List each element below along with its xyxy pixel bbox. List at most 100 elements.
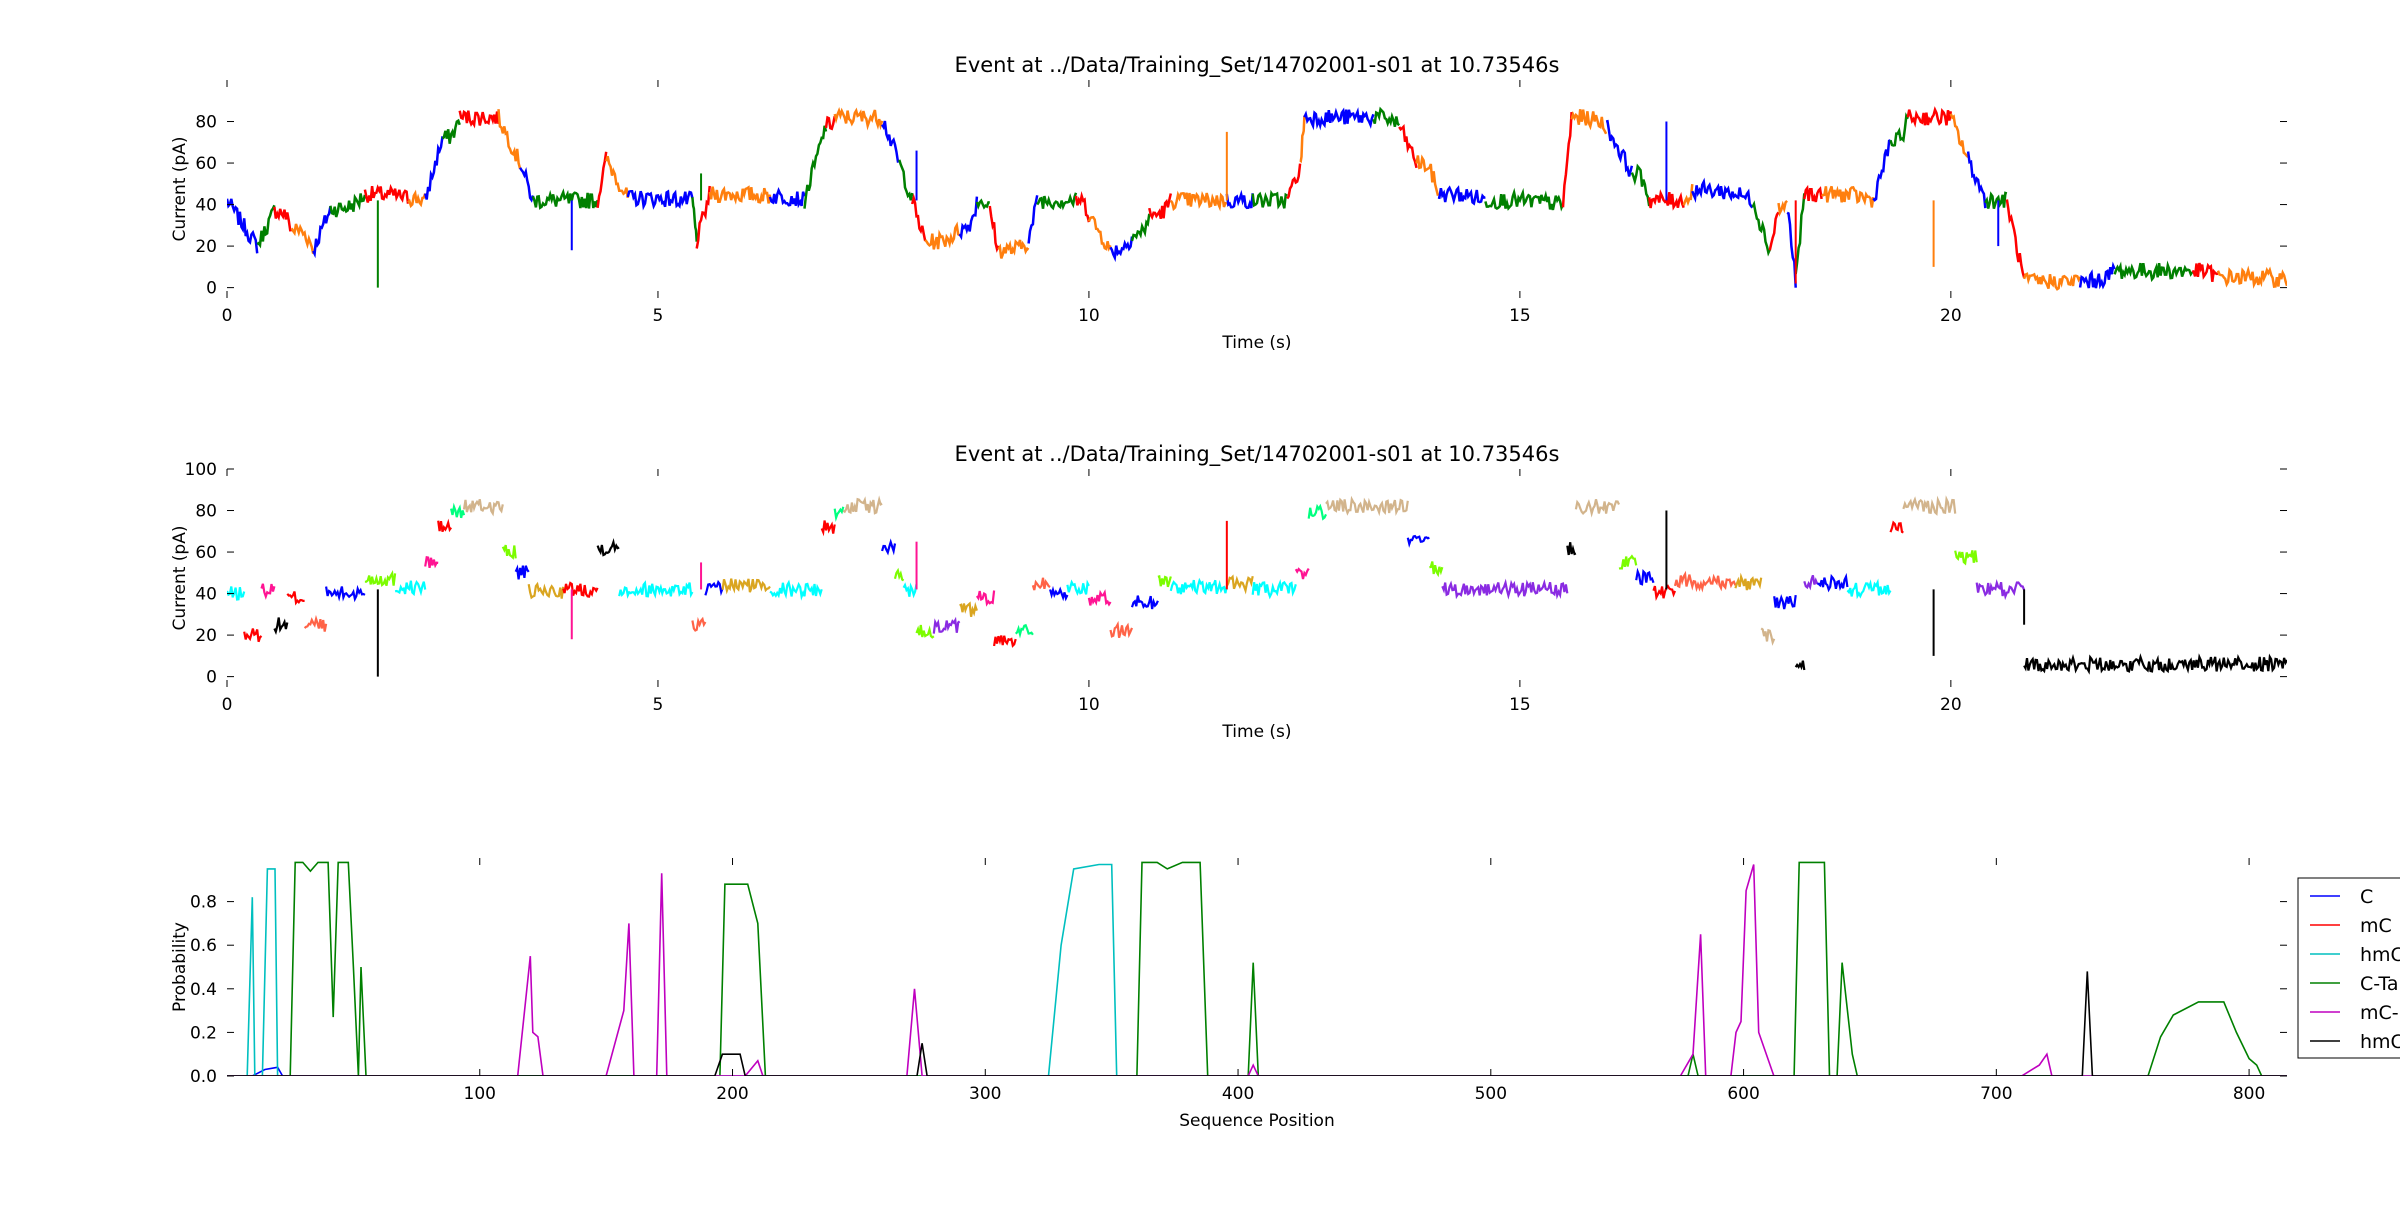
state-segment bbox=[286, 591, 305, 606]
current-trace-segment bbox=[256, 204, 276, 249]
state-segment bbox=[1635, 567, 1655, 586]
probability-plot: 100 200 300 400 500 600 700 800 0.0 0.2 0.4 0.6 0.8 S… bbox=[170, 858, 2287, 1131]
current-trace-segment bbox=[423, 136, 444, 200]
x-tick-label: 10 bbox=[1078, 306, 1100, 326]
plot-area bbox=[227, 469, 2287, 687]
state-segment bbox=[1794, 660, 1806, 671]
current-trace-segment bbox=[898, 159, 914, 201]
current-trace-segment bbox=[1570, 109, 1608, 135]
y-tick-label: 80 bbox=[195, 502, 217, 522]
state-segment bbox=[1307, 503, 1327, 521]
state-segment bbox=[462, 498, 504, 517]
y-tick-label: 100 bbox=[185, 460, 217, 480]
state-segment bbox=[1406, 534, 1430, 548]
state-segment bbox=[1109, 620, 1134, 639]
y-axis-label: Probability bbox=[170, 922, 190, 1012]
state-segment bbox=[1846, 578, 1892, 600]
y-tick-label: 40 bbox=[195, 196, 217, 216]
state-segment bbox=[2023, 653, 2287, 675]
legend-entry: mC bbox=[2360, 915, 2392, 937]
state-segment bbox=[769, 579, 823, 601]
current-trace-segment bbox=[881, 120, 900, 163]
current-trace-segment bbox=[1966, 151, 1987, 209]
y-axis-label: Current (pA) bbox=[170, 137, 190, 242]
current-trace-segment bbox=[2005, 199, 2026, 278]
state-segment bbox=[1975, 579, 2026, 601]
current-trace-segment bbox=[1303, 107, 1375, 131]
current-trace-segment bbox=[1437, 185, 1486, 206]
y-tick-label: 0.8 bbox=[190, 893, 217, 913]
state-segment bbox=[618, 580, 694, 599]
current-trace-segment bbox=[519, 166, 535, 203]
current-trace-segment bbox=[1398, 124, 1418, 169]
state-segment bbox=[1294, 567, 1310, 580]
current-trace-segment bbox=[1484, 187, 1565, 212]
current-trace-segment bbox=[1087, 215, 1112, 252]
current-trace-segment bbox=[1803, 184, 1823, 203]
current-trace-segment bbox=[1372, 106, 1401, 128]
state-segment bbox=[893, 567, 905, 582]
current-trace-segment bbox=[1074, 190, 1091, 223]
y-tick-label: 0.6 bbox=[190, 936, 217, 956]
current-trace-segment bbox=[1777, 200, 1788, 217]
state-segment bbox=[1441, 578, 1569, 600]
state-segment bbox=[902, 582, 918, 599]
state-segment bbox=[1618, 554, 1638, 570]
state-segment bbox=[881, 538, 897, 556]
state-segment bbox=[1014, 623, 1034, 639]
current-trace-segment bbox=[1286, 163, 1302, 200]
state-segment bbox=[833, 506, 845, 522]
state-segment bbox=[993, 635, 1017, 648]
series-line-0 bbox=[227, 1066, 2287, 1076]
state-segment bbox=[842, 495, 883, 515]
state-segment bbox=[820, 520, 836, 537]
legend-entry: hmC bbox=[2360, 1031, 2400, 1053]
current-trace-segment bbox=[1682, 183, 1694, 207]
current-trace-segment bbox=[910, 193, 927, 242]
state-segment bbox=[1169, 577, 1228, 596]
series-line-5 bbox=[227, 971, 2287, 1076]
state-segment bbox=[1566, 542, 1577, 556]
current-trace-segment bbox=[1109, 236, 1134, 263]
state-segment bbox=[915, 624, 935, 639]
current-trace-segment bbox=[290, 223, 315, 254]
current-trace-segment bbox=[1889, 112, 1909, 147]
state-segment bbox=[325, 584, 366, 603]
y-tick-label: 0 bbox=[206, 668, 217, 688]
state-segment bbox=[704, 579, 724, 597]
current-trace-segment bbox=[1299, 115, 1306, 164]
y-tick-label: 0.2 bbox=[190, 1023, 217, 1043]
x-tick-label: 200 bbox=[716, 1084, 748, 1104]
state-segment bbox=[1734, 572, 1763, 591]
x-axis-label: Time (s) bbox=[1221, 722, 1291, 742]
state-segment bbox=[364, 569, 397, 587]
current-trace-segment bbox=[273, 206, 292, 232]
state-segment bbox=[1652, 584, 1677, 601]
current-trace-segment bbox=[1984, 191, 2008, 209]
current-trace-segment bbox=[1821, 185, 1875, 208]
state-segment bbox=[975, 590, 996, 607]
state-segment bbox=[1803, 574, 1819, 591]
current-trace-segment bbox=[1605, 119, 1634, 177]
y-tick-label: 20 bbox=[195, 237, 217, 257]
current-trace-segment bbox=[1751, 200, 1771, 257]
state-segment bbox=[1429, 561, 1444, 578]
current-trace-segment bbox=[824, 115, 836, 131]
current-trace-segment bbox=[708, 185, 772, 205]
state-segment bbox=[1225, 574, 1254, 595]
legend-entry: C bbox=[2360, 886, 2373, 908]
current-trace-segment bbox=[1768, 211, 1780, 251]
current-trace-segment bbox=[1415, 154, 1440, 197]
current-trace-segment bbox=[596, 151, 608, 209]
x-tick-label: 0 bbox=[222, 695, 233, 715]
legend-entry: mC- bbox=[2360, 1002, 2399, 1024]
state-segment bbox=[1325, 495, 1409, 517]
current-trace-segment bbox=[2216, 265, 2287, 289]
y-tick-label: 40 bbox=[195, 585, 217, 605]
current-trace-segment bbox=[1561, 112, 1573, 208]
x-tick-label: 400 bbox=[1222, 1084, 1254, 1104]
plot-area bbox=[227, 80, 2287, 298]
current-trace-segment bbox=[441, 118, 461, 144]
state-segment bbox=[1760, 627, 1776, 646]
